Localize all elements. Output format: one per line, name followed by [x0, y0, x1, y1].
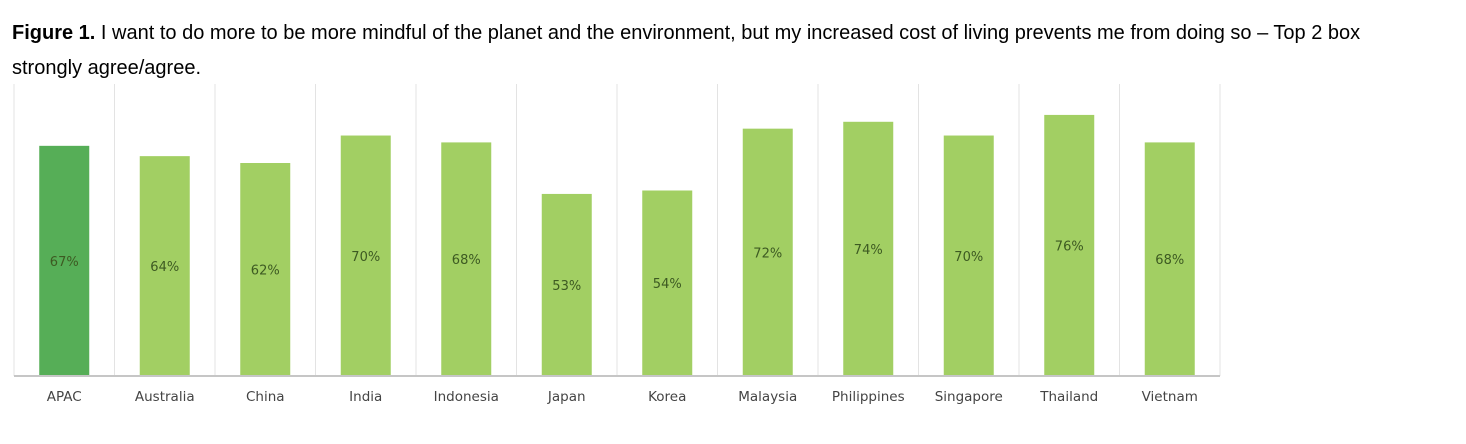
x-tick-label-apac: APAC [47, 389, 82, 405]
x-tick-label-vietnam: Vietnam [1142, 389, 1198, 405]
data-label-australia: 64% [150, 260, 179, 275]
data-label-korea: 54% [653, 277, 682, 292]
data-label-malaysia: 72% [753, 246, 782, 261]
x-tick-label-korea: Korea [648, 389, 686, 405]
x-tick-label-philippines: Philippines [832, 389, 905, 405]
bar-china [240, 163, 291, 376]
x-tick-label-japan: Japan [547, 389, 586, 405]
data-label-thailand: 76% [1055, 239, 1084, 254]
bar-apac [39, 145, 90, 376]
bar-korea [642, 190, 693, 376]
bar-indonesia [441, 142, 492, 376]
x-tick-label-singapore: Singapore [935, 389, 1003, 405]
x-axis-tick-labels: APAC Australia China India Indonesia Japan Kor… [47, 389, 1198, 405]
data-label-apac: 67% [50, 255, 79, 270]
bar-vietnam [1144, 142, 1195, 376]
figure-caption: Figure 1. I want to do more to be more m… [12, 16, 1432, 86]
data-label-china: 62% [251, 264, 280, 279]
data-label-india: 70% [351, 250, 380, 265]
bar-india [340, 135, 391, 376]
bars [39, 114, 1195, 376]
data-label-vietnam: 68% [1155, 253, 1184, 268]
bar-data-labels: 67% 64% 62% 70% 68% 53% 54% 72% 74% 70% 76% 68% [50, 239, 1184, 294]
data-label-japan: 53% [552, 279, 581, 294]
data-label-indonesia: 68% [452, 253, 481, 268]
x-tick-label-india: India [349, 389, 382, 405]
bar-singapore [943, 135, 994, 376]
bar-malaysia [742, 128, 793, 376]
x-tick-label-thailand: Thailand [1039, 389, 1098, 405]
x-tick-label-china: China [246, 389, 285, 405]
x-tick-label-indonesia: Indonesia [434, 389, 499, 405]
bar-australia [139, 156, 190, 376]
data-label-singapore: 70% [954, 250, 983, 265]
bar-japan [541, 193, 592, 376]
data-label-philippines: 74% [854, 243, 883, 258]
figure-label: Figure 1. [12, 22, 96, 44]
figure-caption-text: I want to do more to be more mindful of … [12, 22, 1361, 79]
bar-thailand [1044, 114, 1095, 376]
bar-philippines [843, 121, 894, 376]
x-tick-label-australia: Australia [135, 389, 195, 405]
gridlines [13, 84, 1221, 376]
x-tick-label-malaysia: Malaysia [738, 389, 797, 405]
